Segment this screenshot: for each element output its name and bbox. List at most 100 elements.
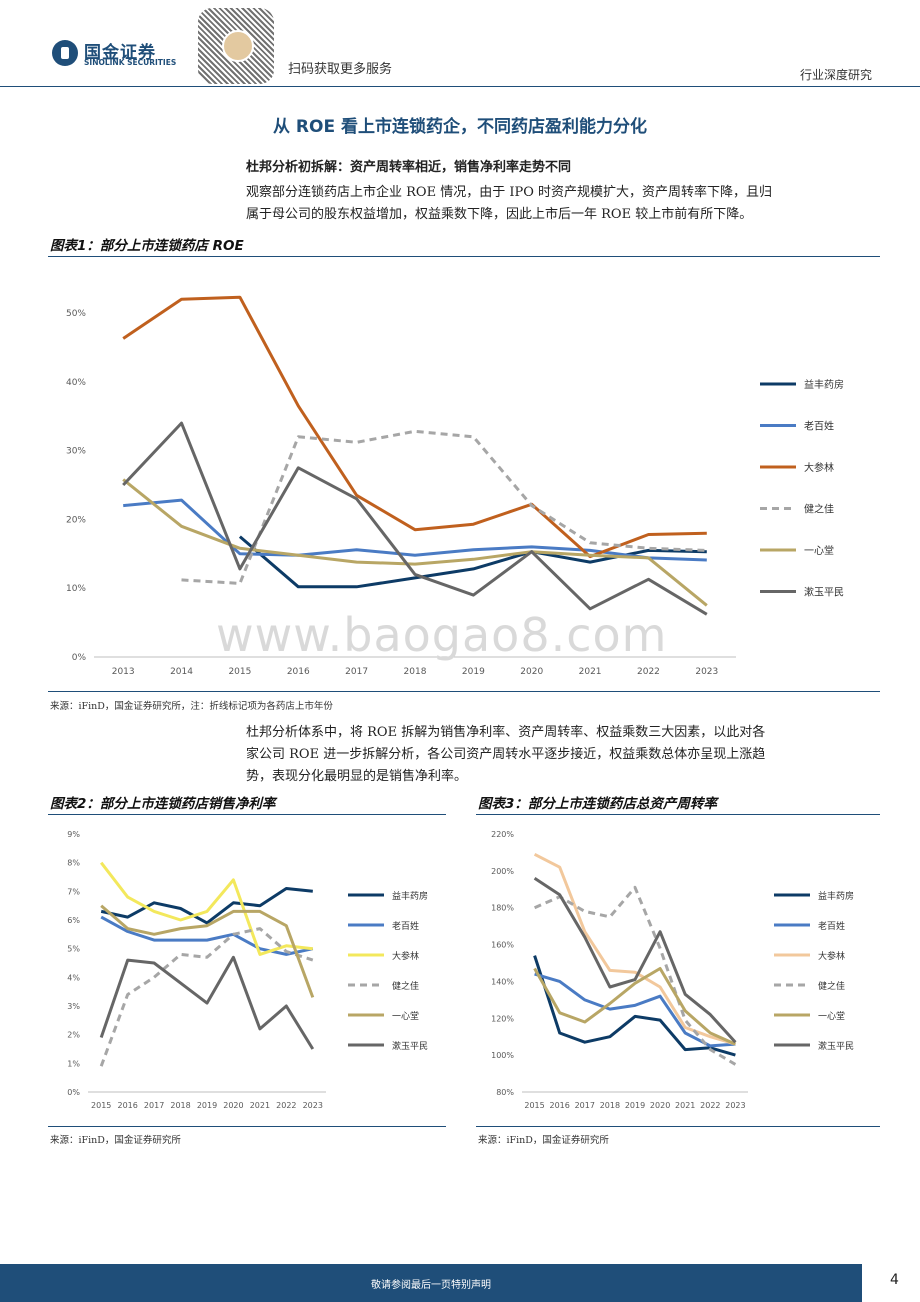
x-tick-label: 2022 [700, 1101, 720, 1110]
x-tick-label: 2021 [579, 667, 602, 677]
series-line [122, 421, 708, 616]
brand-name-cn: 国金证券 [84, 43, 156, 63]
x-tick-label: 2015 [91, 1101, 111, 1110]
x-tick-label: 2019 [197, 1101, 217, 1110]
x-tick-label: 2015 [524, 1101, 544, 1110]
y-tick-label: 100% [491, 1051, 514, 1060]
figure-1-title: 图表1：部分上市连锁药店 ROE [50, 238, 244, 254]
y-tick-label: 4% [67, 973, 80, 982]
watermark: www.baogao8.com [216, 608, 668, 662]
legend-label: 漱玉平民 [818, 1041, 854, 1052]
section-title: 从 ROE 看上市连锁药企，不同药店盈利能力分化 [273, 117, 647, 137]
roe-chart: 0% 10% 20% 30% 40% 50% 2013 2014 2015 2016 2017 201… [66, 295, 844, 677]
report-category: 行业深度研究 [799, 68, 872, 82]
x-tick-label: 2020 [223, 1101, 243, 1110]
series-line [99, 955, 315, 1050]
legend-label: 健之佳 [804, 503, 834, 516]
footer-bar [0, 1264, 862, 1302]
series-line [122, 295, 707, 559]
x-tick-label: 2018 [600, 1101, 620, 1110]
x-tick-label: 2018 [404, 667, 427, 677]
series-line [100, 904, 315, 998]
y-tick-label: 6% [67, 916, 80, 925]
figure-2-top-rule [48, 814, 446, 815]
paragraph-2: 杜邦分析体系中，将 ROE 拆解为销售净利率、资产周转率、权益乘数三大因素，以此… [246, 722, 886, 788]
legend-label: 大参林 [804, 461, 834, 474]
series-line [533, 955, 736, 1057]
paragraph-line: 杜邦分析体系中，将 ROE 拆解为销售净利率、资产周转率、权益乘数三大因素，以此… [246, 725, 766, 740]
legend-label: 一心堂 [804, 545, 834, 557]
legend-label: 一心堂 [392, 1010, 419, 1022]
y-tick-label: 80% [496, 1088, 514, 1097]
page-number: 4 [890, 1272, 899, 1288]
section-subtitle: 杜邦分析初拆解：资产周转率相近，销售净利率走势不同 [246, 160, 572, 175]
series-line [100, 915, 314, 956]
figure-2-bottom-rule [48, 1126, 446, 1127]
x-tick-label: 2017 [345, 667, 368, 677]
x-tick-label: 2023 [725, 1101, 745, 1110]
y-tick-label: 20% [66, 515, 86, 525]
y-tick-label: 50% [66, 309, 86, 319]
series-line [533, 876, 737, 1044]
x-tick-label: 2015 [228, 667, 251, 677]
legend-label: 大参林 [392, 950, 419, 962]
x-tick-label: 2023 [303, 1101, 323, 1110]
y-tick-label: 220% [491, 830, 514, 839]
x-tick-label: 2017 [144, 1101, 164, 1110]
series-line [181, 429, 707, 585]
y-tick-label: 160% [491, 941, 514, 950]
x-tick-label: 2016 [287, 667, 310, 677]
legend-label: 一心堂 [818, 1010, 845, 1022]
x-tick-label: 2019 [462, 667, 485, 677]
y-tick-label: 40% [66, 378, 86, 388]
figure-3-source: 来源：iFinD，国金证券研究所 [478, 1135, 609, 1146]
legend-label: 漱玉平民 [392, 1041, 428, 1052]
x-tick-label: 2017 [575, 1101, 595, 1110]
paragraph-1: 观察部分连锁药店上市企业 ROE 情况，由于 IPO 时资产规模扩大，资产周转率… [246, 182, 886, 226]
x-tick-label: 2022 [637, 667, 660, 677]
figure-3-top-rule [476, 814, 880, 815]
y-tick-label: 7% [67, 887, 80, 896]
y-tick-label: 9% [67, 830, 80, 839]
figure-3-title: 图表3：部分上市连锁药店总资产周转率 [478, 796, 717, 812]
net-margin-chart: 0% 1% 2% 3% 4% 5% 6% 7% 8% 9% 2015 2016 2017 2018 2019… [67, 830, 428, 1110]
series-line [533, 967, 737, 1046]
paragraph-line: 属于母公司的股东权益增加，权益乘数下降，因此上市后一年 ROE 较上市前有所下降… [246, 207, 753, 222]
x-tick-label: 2022 [276, 1101, 296, 1110]
asset-turnover-chart: 80% 100% 120% 140% 160% 180% 200% 220% 2015 2016 2… [491, 830, 854, 1110]
y-tick-label: 5% [67, 945, 80, 954]
x-tick-label: 2020 [520, 667, 543, 677]
series-line [238, 535, 707, 589]
scan-prompt: 扫码获取更多服务 [288, 62, 393, 77]
y-tick-label: 30% [66, 447, 86, 457]
x-tick-label: 2023 [695, 667, 718, 677]
figure-2-source: 来源：iFinD，国金证券研究所 [50, 1135, 181, 1146]
brand-name-en: SINOLINK SECURITIES [84, 58, 177, 67]
y-tick-label: 1% [67, 1059, 80, 1068]
x-tick-label: 2014 [170, 667, 193, 677]
x-tick-label: 2021 [250, 1101, 270, 1110]
series-line [100, 887, 313, 925]
series-line [122, 478, 708, 607]
legend-label: 益丰药房 [392, 890, 428, 902]
series-line [99, 927, 314, 1067]
paragraph-line: 势，表现分化最明显的是销售净利率。 [246, 769, 468, 784]
legend-label: 大参林 [818, 950, 845, 962]
y-tick-label: 200% [491, 867, 514, 876]
figure-3-bottom-rule [476, 1126, 880, 1127]
figure-2-title: 图表2：部分上市连锁药店销售净利率 [50, 796, 276, 812]
x-tick-label: 2016 [549, 1101, 569, 1110]
series-line [533, 852, 736, 1046]
legend-label: 老百姓 [818, 920, 845, 932]
y-tick-label: 2% [67, 1031, 80, 1040]
header-divider [0, 86, 920, 87]
series-line [533, 885, 737, 1066]
legend-label: 益丰药房 [804, 378, 844, 391]
legend-label: 老百姓 [392, 920, 419, 932]
x-tick-label: 2019 [625, 1101, 645, 1110]
x-tick-label: 2016 [117, 1101, 137, 1110]
legend-label: 老百姓 [804, 420, 834, 433]
figure-1-top-rule [48, 256, 880, 257]
y-tick-label: 140% [491, 977, 514, 986]
x-tick-label: 2021 [675, 1101, 695, 1110]
